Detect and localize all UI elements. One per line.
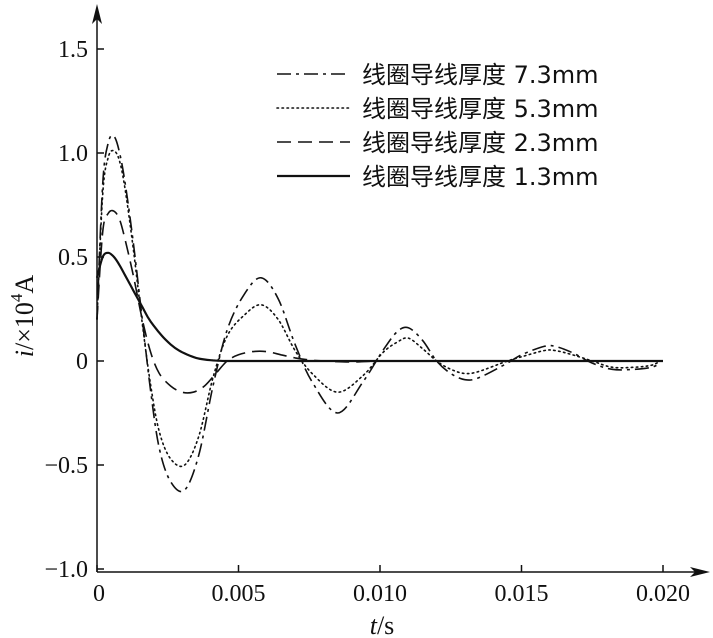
y-axis-title: i/×104A [7,275,39,358]
x-tick-label: 0.010 [353,581,407,607]
series-line-4 [95,251,663,363]
x-axis-arrow [690,567,710,577]
y-axis-exp: 4 [7,293,26,302]
y-axis-arrow [92,4,102,24]
x-axis-var: t [370,611,378,638]
series-group [95,134,663,493]
x-axis-title: t/s [370,611,395,638]
x-tick-label: 0.020 [636,581,690,607]
y-axis-var: i [10,350,39,357]
y-axis-unit: A [10,275,39,294]
series-line-3 [96,209,663,394]
tick-group: 0 0.005 0.010 0.015 0.020 −1.0 −0.5 0 0.5 1.0 1.5 [44,37,690,607]
x-tick-label: 0 [93,581,105,607]
x-tick-label: 0.005 [212,581,266,607]
legend-label-4: 线圈导线厚度 1.3mm [362,163,599,191]
y-tick-label: 1.0 [58,141,88,167]
x-tick-label: 0.015 [495,581,549,607]
legend-label-3: 线圈导线厚度 2.3mm [362,129,599,157]
series-line-2 [96,149,661,468]
y-tick-label: 0.5 [58,245,88,271]
y-tick-label: 1.5 [58,37,88,63]
legend: 线圈导线厚度 7.3mm 线圈导线厚度 5.3mm 线圈导线厚度 2.3mm 线圈导线… [276,61,599,191]
y-axis-title-group: i/×104A [7,275,39,358]
y-tick-label: 0 [76,349,88,375]
y-tick-label: −0.5 [44,453,88,479]
legend-label-1: 线圈导线厚度 7.3mm [362,61,599,89]
legend-label-2: 线圈导线厚度 5.3mm [362,95,599,123]
x-axis-unit: /s [377,611,394,638]
y-axis-mid: /×10 [10,302,39,350]
y-tick-label: −1.0 [44,557,88,583]
